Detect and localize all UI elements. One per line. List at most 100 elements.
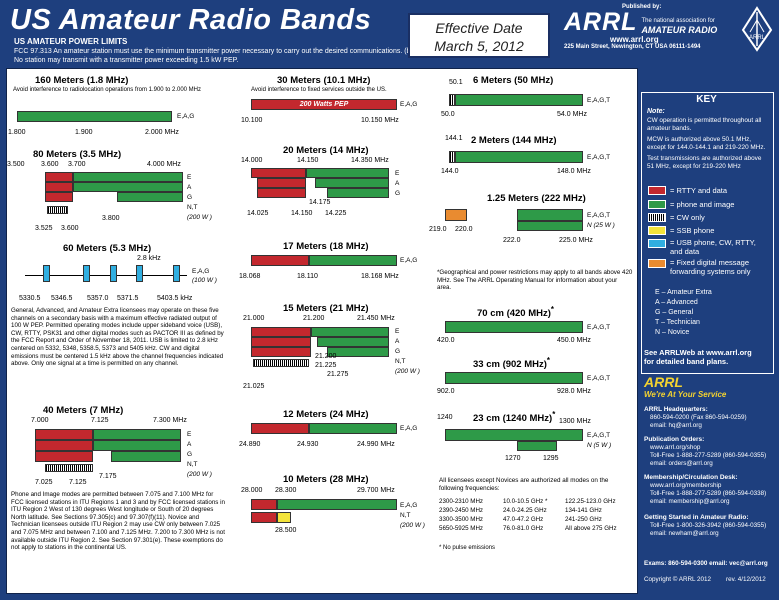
hq-phone: 860-594-0200 (Fax 860-594-0259): [650, 414, 747, 421]
upper-bands-table: 2300-2310 MHz 10.0-10.5 GHz * 122.25-123.0…: [439, 497, 617, 533]
band-modes-30m: E,A,G: [400, 101, 418, 108]
band-title-60m: 60 Meters (5.3 MHz): [63, 243, 152, 254]
tick-160m-start: 1.800: [8, 129, 26, 136]
band-bar-15m-g-phone: [327, 347, 389, 357]
band-note-30m: Avoid interference to fixed services out…: [251, 87, 387, 93]
legend-label-fixed: = Fixed digital message forwarding syste…: [670, 258, 751, 276]
band-modes-70cm: E,A,G,T: [587, 324, 611, 331]
revision: rev. 4/12/2012: [726, 576, 766, 583]
getting-started-heading: Getting Started in Amateur Radio:: [644, 514, 749, 521]
license-classes: E – Amateur Extra A – Advanced G – General…: [655, 289, 712, 336]
band-bar-125m-fixed: [445, 209, 467, 221]
published-by: Published by:: [622, 4, 662, 10]
band-bar-80m-a-rtty: [45, 182, 73, 192]
legend-label-usb: = USB phone, CW, RTTY, and data: [670, 238, 756, 256]
tick-2m-b: 144.0: [441, 168, 459, 175]
tick-12m-c: 24.990 MHz: [357, 441, 395, 448]
tick-20m-g: 14.225: [325, 210, 347, 217]
tick-10m-d: 28.500: [275, 527, 297, 534]
getting-started-phone: Toll-Free 1-800-326-3942 (860-594-0355): [650, 522, 767, 529]
exams-line: Exams: 860-594-0300 email: vec@arrl.org: [644, 560, 768, 567]
band-modes-40m: E A G N,T (200 W ): [187, 431, 212, 478]
orders-heading: Publication Orders:: [644, 436, 705, 443]
membership-url[interactable]: www.arrl.org/membership: [650, 482, 722, 489]
tick-10m-c: 29.700 MHz: [357, 487, 395, 494]
band-bar-15m-e-phone: [311, 327, 389, 337]
tick-23cm-a: 1240: [437, 414, 453, 421]
band-bar-40m-a-rtty: [35, 440, 93, 451]
tick-40m-d: 7.025: [35, 479, 53, 486]
see-arrlweb[interactable]: See ARRLWeb at www.arrl.org for detailed …: [644, 348, 752, 366]
band-modes-15m: E A G N,T (200 W ): [395, 328, 420, 375]
table-row: 2390-2450 MHz 24.0-24.25 GHz 134-141 GHz: [439, 507, 602, 514]
geo-note: *Geographical and power restrictions may…: [437, 269, 633, 291]
tick-15m-c: 21.450 MHz: [357, 315, 395, 322]
band-bar-23cm-n: [517, 441, 557, 451]
legend-label-cw: = CW only: [670, 213, 705, 222]
band-title-17m: 17 Meters (18 MHz): [283, 241, 369, 252]
tick-60m-4: 5371.5: [117, 295, 139, 302]
getting-started-email[interactable]: email: newham@arrl.org: [650, 530, 719, 537]
tick-15m-f: 21.225: [315, 362, 337, 369]
band-title-30m: 30 Meters (10.1 MHz): [277, 75, 371, 86]
tick-40m-b: 7.125: [91, 417, 109, 424]
orders-url[interactable]: www.arrl.org/shop: [650, 444, 701, 451]
tick-17m-b: 18.110: [297, 273, 318, 280]
membership-heading: Membership/Circulation Desk:: [644, 474, 738, 481]
legend-label-rtty: = RTTY and data: [670, 186, 728, 195]
band-bar-10m-rtty: [251, 499, 277, 510]
channel-60m-1: [43, 265, 50, 282]
tick-15m-g: 21.275: [327, 371, 349, 378]
table-row: 3300-3500 MHz 47.0-47.2 GHz 241-250 GHz: [439, 516, 602, 523]
key-title: KEY: [696, 94, 717, 105]
tick-125m-c: 222.0: [503, 237, 521, 244]
tick-40m-c: 7.300 MHz: [153, 417, 187, 424]
band-bar-80m-e-phone: [73, 172, 183, 182]
band-bar-15m-a-phone: [317, 337, 389, 347]
band-modes-12m: E,A,G: [400, 425, 418, 432]
tick-160m-mid: 1.900: [75, 129, 93, 136]
band-bar-70cm: [445, 321, 583, 333]
effective-date-box: Effective Date March 5, 2012: [408, 13, 550, 58]
band-modes-80m: E A G N,T (200 W ): [187, 174, 212, 221]
hq-email[interactable]: email: hq@arrl.org: [650, 422, 702, 429]
band-bar-80m-a-phone: [73, 182, 183, 192]
tick-17m-a: 18.068: [239, 273, 261, 280]
tick-60m-3: 5357.0: [87, 295, 109, 302]
table-row: 2300-2310 MHz 10.0-10.5 GHz * 122.25-123.0…: [439, 498, 616, 505]
orders-email[interactable]: email: orders@arrl.org: [650, 460, 713, 467]
no-pulse-note: * No pulse emissions: [439, 545, 496, 551]
band-bar-17m-rtty: [251, 255, 309, 266]
band-modes-17m: E,A,G: [400, 257, 418, 264]
tick-60m-5: 5403.5 kHz: [157, 295, 193, 302]
tick-15m-a: 21.000: [243, 315, 265, 322]
legend-swatch-ssb: [648, 226, 666, 235]
tick-30m-b: 10.150 MHz: [361, 117, 399, 124]
band-modes-160m: E,A,G: [177, 113, 195, 120]
legend-swatch-rtty: [648, 186, 666, 195]
key-note-2: MCW is authorized above 50.1 MHz, except…: [647, 136, 766, 151]
band-bar-80m-g-phone: [117, 192, 183, 202]
key-note-1: CW operation is permitted throughout all…: [647, 117, 762, 132]
tick-20m-e: 14.175: [309, 199, 331, 206]
copyright: Copyright © ARRL 2012: [644, 576, 712, 583]
effective-date-label: Effective Date: [435, 20, 523, 36]
band-bar-40m-a-phone: [93, 440, 181, 451]
tick-15m-e: 21.200: [315, 353, 337, 360]
band-bar-6m-cw: [449, 94, 455, 106]
band-bar-12m-phone: [309, 423, 397, 434]
band-modes-60m: E,A,G (100 W ): [192, 268, 217, 284]
tick-15m-d: 21.025: [243, 383, 265, 390]
fcc-power-text: FCC 97.313 An amateur station must use t…: [14, 48, 413, 64]
legend-label-ssb: = SSB phone: [670, 226, 715, 235]
band-bar-20m-e-phone: [306, 168, 389, 178]
band-title-70cm: 70 cm (420 MHz)*: [477, 305, 554, 320]
band-bar-40m-e-rtty: [35, 429, 93, 440]
hq-heading: ARRL Headquarters:: [644, 406, 708, 413]
arrl-tagline: The national association for: [641, 18, 715, 24]
arrl-url[interactable]: www.arrl.org: [610, 35, 659, 44]
membership-email[interactable]: email: membership@arrl.org: [650, 498, 730, 505]
band-bar-40m-n-cw: [45, 464, 93, 472]
band-title-2m: 2 Meters (144 MHz): [471, 135, 557, 146]
